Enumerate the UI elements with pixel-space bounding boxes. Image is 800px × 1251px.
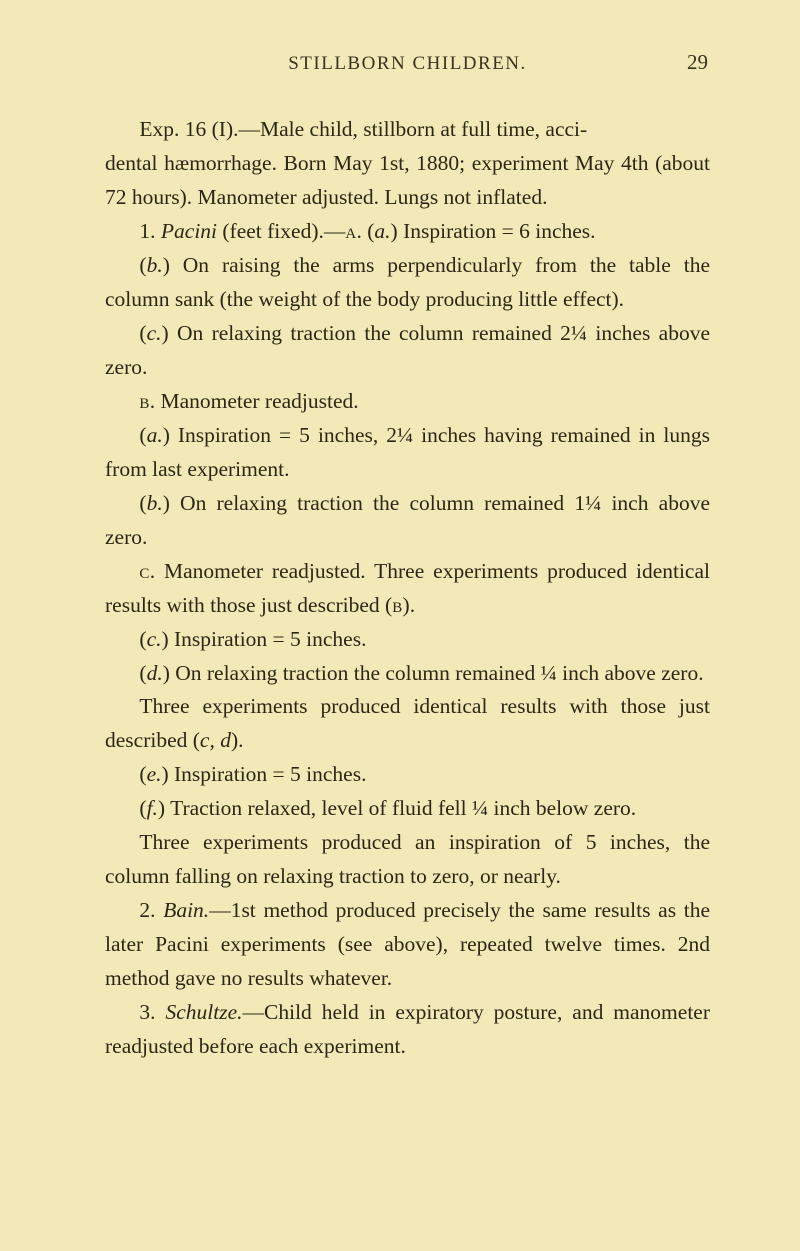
text: ) Inspiration = 6 inches. <box>391 219 596 243</box>
text-italic: f. <box>147 796 158 820</box>
text-smallcaps: b <box>392 593 402 617</box>
text-italic: d. <box>147 661 163 685</box>
paragraph: (c.) Inspiration = 5 inches. <box>105 623 710 657</box>
paragraph: (f.) Traction relaxed, level of fluid fe… <box>105 792 710 826</box>
text: ( <box>139 253 146 277</box>
text: 2. <box>139 898 163 922</box>
paragraph: 1. Pacini (feet fixed).—a. (a.) Inspirat… <box>105 215 710 249</box>
text: ( <box>139 627 146 651</box>
paragraph: Exp. 16 (I).—Male child, stillborn at fu… <box>105 113 710 147</box>
text-smallcaps: c <box>139 559 149 583</box>
text: Three experiments produced an inspiratio… <box>105 830 710 888</box>
text-italic: b. <box>147 491 163 515</box>
text: ) Traction relaxed, level of fluid fell … <box>158 796 636 820</box>
text-italic: a. <box>147 423 163 447</box>
paragraph: dental hæmorrhage. Born May 1st, 1880; e… <box>105 147 710 215</box>
text-italic: Pacini <box>161 219 217 243</box>
text: ( <box>139 423 146 447</box>
text: ( <box>139 796 146 820</box>
paragraph: b. Manometer readjusted. <box>105 385 710 419</box>
page: { "header": { "title": "STILLBORN CHILDR… <box>0 0 800 1251</box>
paragraph: 3. Schultze.—Child held in expiratory po… <box>105 996 710 1064</box>
text: 1. <box>139 219 161 243</box>
paragraph: (a.) Inspiration = 5 inches, 2¼ inches h… <box>105 419 710 487</box>
text: ( <box>139 762 146 786</box>
paragraph: (d.) On relaxing traction the column rem… <box>105 657 710 691</box>
text-italic: Bain. <box>163 898 209 922</box>
text: Three experiments produced identical res… <box>105 694 710 752</box>
paragraph: 2. Bain.—1st method produced precisely t… <box>105 894 710 996</box>
text: ) Inspiration = 5 inches. <box>161 762 366 786</box>
text: ). <box>403 593 416 617</box>
text-italic: c. <box>147 321 162 345</box>
text: ) On relaxing traction the column remain… <box>163 661 704 685</box>
text-italic: Schultze. <box>165 1000 242 1024</box>
text: (feet fixed).— <box>217 219 345 243</box>
paragraph: c. Manometer readjusted. Three experimen… <box>105 555 710 623</box>
text-italic: c. <box>147 627 162 651</box>
text: ). <box>231 728 244 752</box>
body-text: Exp. 16 (I).—Male child, stillborn at fu… <box>105 113 710 1064</box>
text: . ( <box>357 219 375 243</box>
paragraph: (b.) On relaxing traction the column rem… <box>105 487 710 555</box>
running-title: STILLBORN CHILDREN. <box>147 53 668 75</box>
paragraph: (e.) Inspiration = 5 inches. <box>105 758 710 792</box>
text: dental hæmorrhage. Born May 1st, 1880; e… <box>105 151 710 209</box>
text-italic: b. <box>147 253 163 277</box>
text: 3. <box>139 1000 165 1024</box>
text: ) On relaxing traction the column remain… <box>105 321 710 379</box>
text-smallcaps: b <box>139 389 149 413</box>
text-italic: c, d <box>200 728 231 752</box>
paragraph: Three experiments produced identical res… <box>105 690 710 758</box>
paragraph: (b.) On raising the arms perpendicularly… <box>105 249 710 317</box>
text-italic: a. <box>374 219 390 243</box>
paragraph: (c.) On relaxing traction the column rem… <box>105 317 710 385</box>
text: ) Inspiration = 5 inches, 2¼ inches havi… <box>105 423 710 481</box>
text-smallcaps: a <box>345 219 356 243</box>
text: ) On raising the arms perpendicularly fr… <box>105 253 710 311</box>
running-head: STILLBORN CHILDREN. 29 <box>105 50 710 75</box>
text: ( <box>139 661 146 685</box>
page-number: 29 <box>668 50 708 75</box>
text: . Manometer readjusted. <box>150 389 359 413</box>
text: ( <box>139 321 146 345</box>
text: ) On relaxing traction the column remain… <box>105 491 710 549</box>
text: ( <box>139 491 146 515</box>
text-italic: e. <box>147 762 162 786</box>
text: Exp. 16 (I).—Male child, stillborn at fu… <box>139 117 587 141</box>
text: ) Inspiration = 5 inches. <box>161 627 366 651</box>
paragraph: Three experiments produced an inspiratio… <box>105 826 710 894</box>
